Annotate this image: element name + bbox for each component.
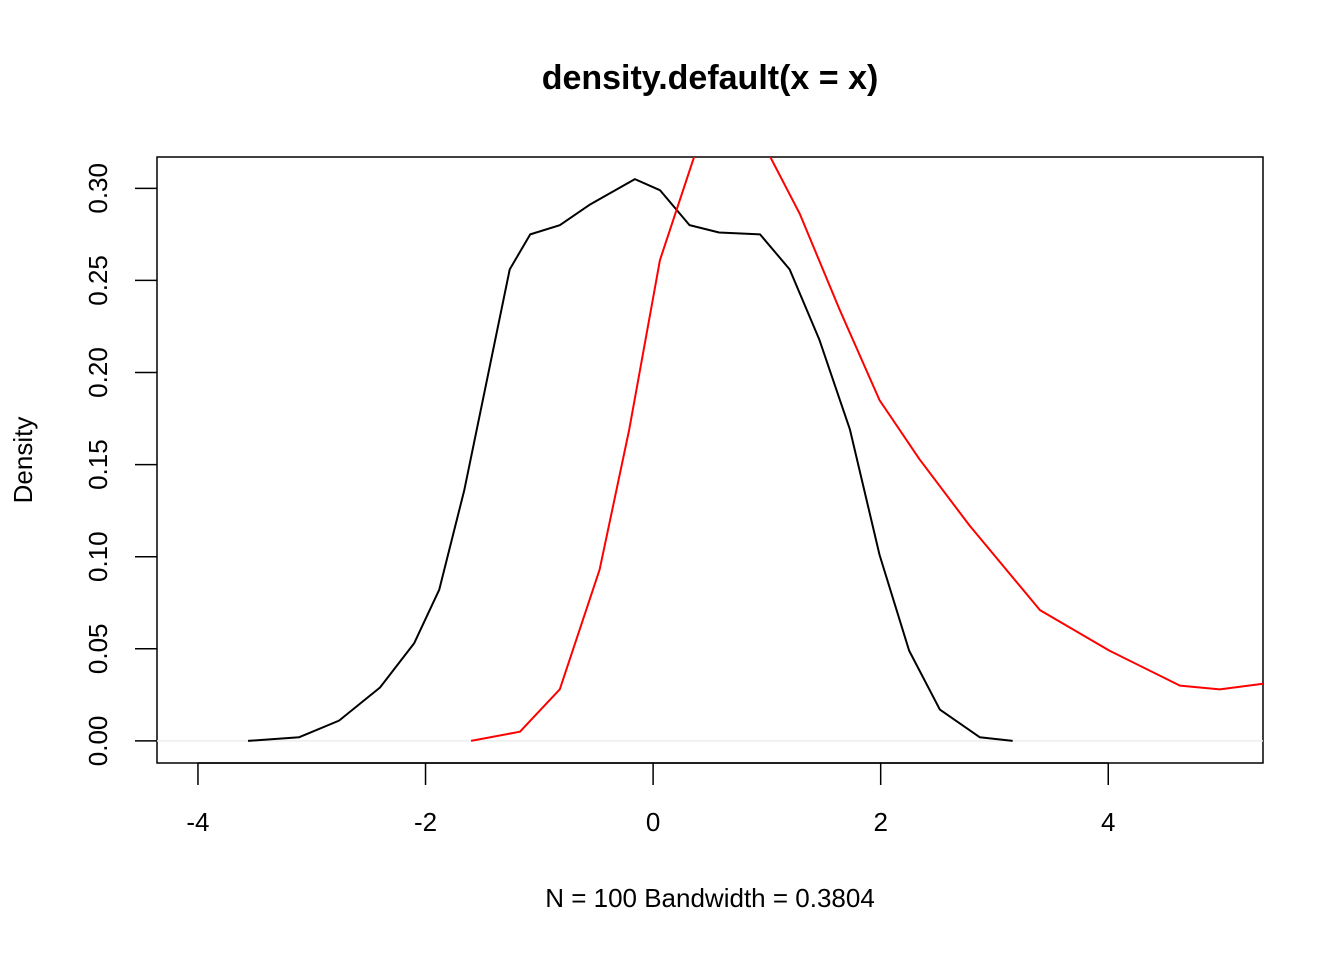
x-tick-label: -4 <box>186 807 209 837</box>
plot-frame <box>156 156 1264 764</box>
x-tick-label: 2 <box>873 807 887 837</box>
x-tick-label: -2 <box>414 807 437 837</box>
density-line <box>247 178 1013 742</box>
y-tick-label: 0.15 <box>83 439 113 490</box>
x-tick-label: 4 <box>1101 807 1115 837</box>
y-tick-label: 0.30 <box>83 163 113 214</box>
y-tick-label: 0.05 <box>83 623 113 674</box>
y-tick-label: 0.25 <box>83 255 113 306</box>
density-line <box>470 157 1263 742</box>
plot-area <box>157 157 1263 742</box>
y-tick-label: 0.10 <box>83 531 113 582</box>
y-tick-label: 0.20 <box>83 347 113 398</box>
y-axis-label: Density <box>8 417 38 504</box>
x-axis-label: N = 100 Bandwidth = 0.3804 <box>545 883 875 913</box>
x-tick-label: 0 <box>646 807 660 837</box>
y-tick-label: 0.00 <box>83 716 113 767</box>
chart-title: density.default(x = x) <box>542 59 879 97</box>
